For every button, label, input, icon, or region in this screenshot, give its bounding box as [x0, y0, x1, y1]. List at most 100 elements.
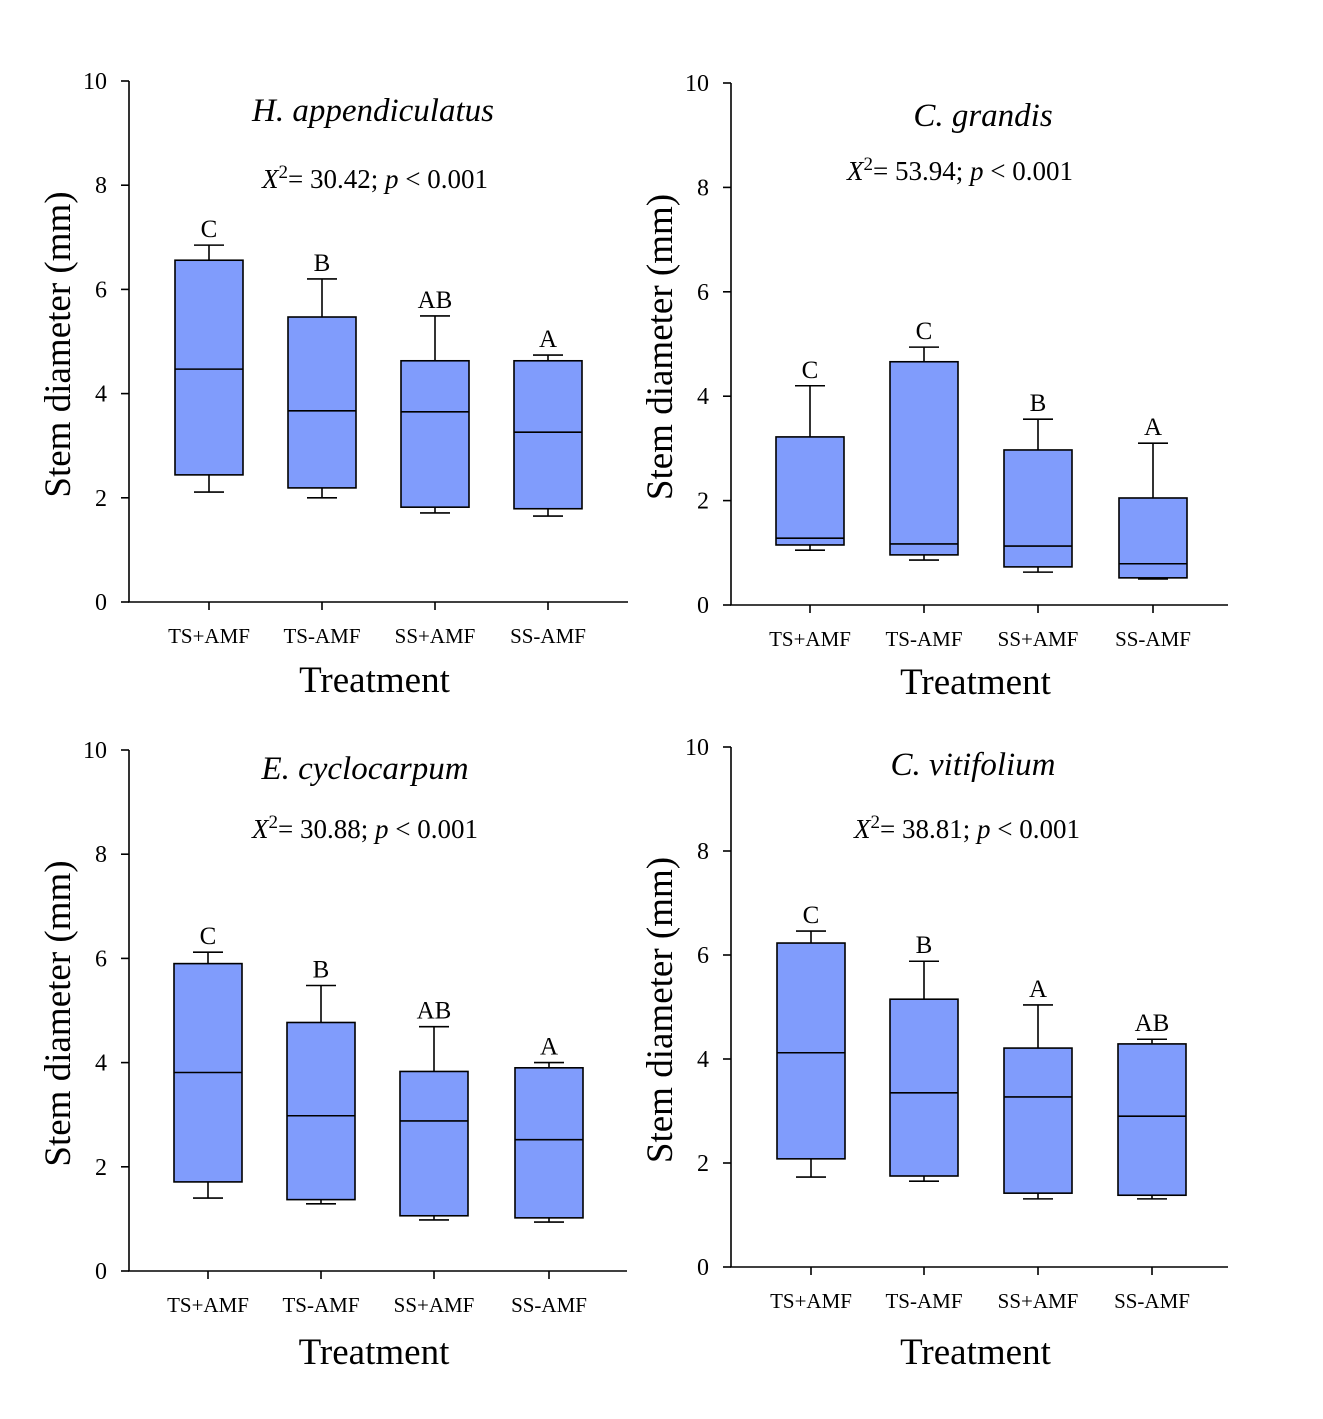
x-tick-label: TS+AMF: [770, 1289, 852, 1313]
x-tick-label: TS-AMF: [282, 1293, 359, 1317]
box-plot-tsminus-amf: B: [287, 250, 357, 499]
significance-letter: A: [1144, 414, 1162, 441]
iqr-box: [775, 436, 845, 546]
y-tick-label: 10: [685, 735, 709, 761]
x-tick-label: SS-AMF: [511, 1293, 587, 1317]
significance-letter: A: [1029, 976, 1047, 1003]
box-plot-tsminus-amf: B: [286, 956, 356, 1205]
y-axis-title: Stem diameter (mm): [640, 194, 681, 500]
box-plot-tsminus-amf: C: [889, 318, 959, 561]
box-plot-tsplusminus-amf: C: [775, 357, 845, 551]
stat-annotation: X2= 53.94; p < 0.001: [846, 154, 1073, 186]
significance-letter: A: [540, 1034, 558, 1061]
panel-3: 0 2 4 6 8 10 Stem diameter (mm) Treatment E. cyc…: [38, 738, 627, 1373]
significance-letter: AB: [417, 998, 452, 1025]
y-tick-label: 6: [95, 946, 107, 972]
x-tick-label: SS+AMF: [394, 1293, 475, 1317]
significance-letter: C: [200, 923, 217, 950]
iqr-box: [889, 360, 959, 556]
iqr-box: [1003, 449, 1073, 568]
y-tick-label: 8: [95, 173, 107, 199]
iqr-box: [513, 359, 583, 510]
x-tick-label: TS-AMF: [885, 627, 962, 651]
x-tick-label: TS-AMF: [283, 624, 360, 648]
significance-letter: C: [201, 216, 218, 243]
significance-letter: C: [802, 357, 819, 384]
iqr-box: [776, 942, 846, 1160]
y-tick-label: 6: [95, 277, 107, 303]
significance-letter: AB: [418, 287, 453, 314]
panel-2: 0 2 4 6 8 10 Stem diameter (mm) Treatment C. gra…: [640, 71, 1228, 703]
box-plot-tsminus-amf: B: [889, 932, 959, 1182]
box-plot-ssminus-amf: A: [1118, 414, 1188, 580]
box-plot-ssplusminus-amf: AB: [399, 998, 469, 1221]
x-tick-label: SS-AMF: [1115, 627, 1191, 651]
y-axis-title: Stem diameter (mm): [38, 191, 79, 497]
x-tick-label: SS-AMF: [1114, 1289, 1190, 1313]
y-tick-label: 6: [697, 280, 709, 306]
significance-letter: C: [803, 902, 820, 929]
y-tick-label: 10: [83, 69, 107, 95]
y-tick-label: 4: [697, 384, 709, 410]
chi-square-symbol: X: [853, 814, 872, 844]
x-tick-label: TS+AMF: [167, 1293, 249, 1317]
x-tick-label: TS+AMF: [168, 624, 250, 648]
p-symbol: p: [373, 814, 389, 844]
box-plot-ssminus-amf: A: [513, 326, 583, 517]
superscript: 2: [279, 162, 289, 183]
y-tick-label: 2: [95, 1155, 107, 1181]
p-symbol: p: [968, 156, 984, 186]
chi-square-symbol: X: [261, 164, 280, 194]
y-tick-label: 0: [697, 593, 709, 619]
iqr-box: [514, 1067, 584, 1219]
box-plot-tsplusminus-amf: C: [174, 216, 244, 493]
superscript: 2: [864, 154, 874, 175]
stat-annotation: X2= 30.88; p < 0.001: [251, 812, 478, 844]
y-axis-title: Stem diameter (mm): [640, 857, 681, 1163]
box-plot-ssplusminus-amf: AB: [400, 287, 470, 514]
panel-title: C. vitifolium: [891, 747, 1056, 783]
x-axis-title: Treatment: [299, 1332, 450, 1373]
box-plot-tsplusminus-amf: C: [173, 923, 243, 1199]
panel-title: E. cyclocarpum: [260, 751, 468, 787]
x-tick-label: SS+AMF: [395, 624, 476, 648]
iqr-box: [889, 998, 959, 1177]
y-tick-label: 10: [83, 738, 107, 764]
p-value: < 0.001: [399, 164, 488, 194]
box-plot-ssminus-amf: AB: [1117, 1010, 1187, 1200]
significance-letter: B: [314, 250, 331, 277]
superscript: 2: [269, 812, 279, 833]
y-tick-label: 6: [697, 943, 709, 969]
x-tick-label: SS+AMF: [998, 627, 1079, 651]
chi-square-value: = 30.42;: [288, 164, 385, 194]
y-tick-label: 10: [685, 71, 709, 97]
y-tick-label: 8: [697, 839, 709, 865]
y-tick-label: 4: [697, 1047, 709, 1073]
superscript: 2: [871, 812, 881, 833]
chi-square-symbol: X: [846, 156, 865, 186]
p-value: < 0.001: [389, 814, 478, 844]
significance-letter: B: [1030, 390, 1047, 417]
panel-4: 0 2 4 6 8 10 Stem diameter (mm) Treatment C. vit…: [640, 735, 1228, 1373]
p-symbol: p: [383, 164, 399, 194]
y-tick-label: 2: [697, 1151, 709, 1177]
p-symbol: p: [975, 814, 991, 844]
panel-title: C. grandis: [913, 98, 1052, 134]
box-plot-tsplusminus-amf: C: [776, 902, 846, 1178]
x-axis-title: Treatment: [299, 660, 450, 701]
chi-square-value: = 30.88;: [278, 814, 375, 844]
iqr-box: [286, 1021, 356, 1201]
x-axis-title: Treatment: [900, 1332, 1051, 1373]
box-plot-ssminus-amf: A: [514, 1034, 584, 1223]
chi-square-value: = 53.94;: [873, 156, 970, 186]
iqr-box: [399, 1070, 469, 1217]
y-tick-label: 8: [95, 842, 107, 868]
y-tick-label: 0: [95, 1259, 107, 1285]
y-tick-label: 4: [95, 382, 107, 408]
chi-square-value: = 38.81;: [880, 814, 977, 844]
iqr-box: [1003, 1047, 1073, 1194]
x-tick-label: TS-AMF: [885, 1289, 962, 1313]
iqr-box: [400, 359, 470, 508]
stat-annotation: X2= 38.81; p < 0.001: [853, 812, 1080, 844]
